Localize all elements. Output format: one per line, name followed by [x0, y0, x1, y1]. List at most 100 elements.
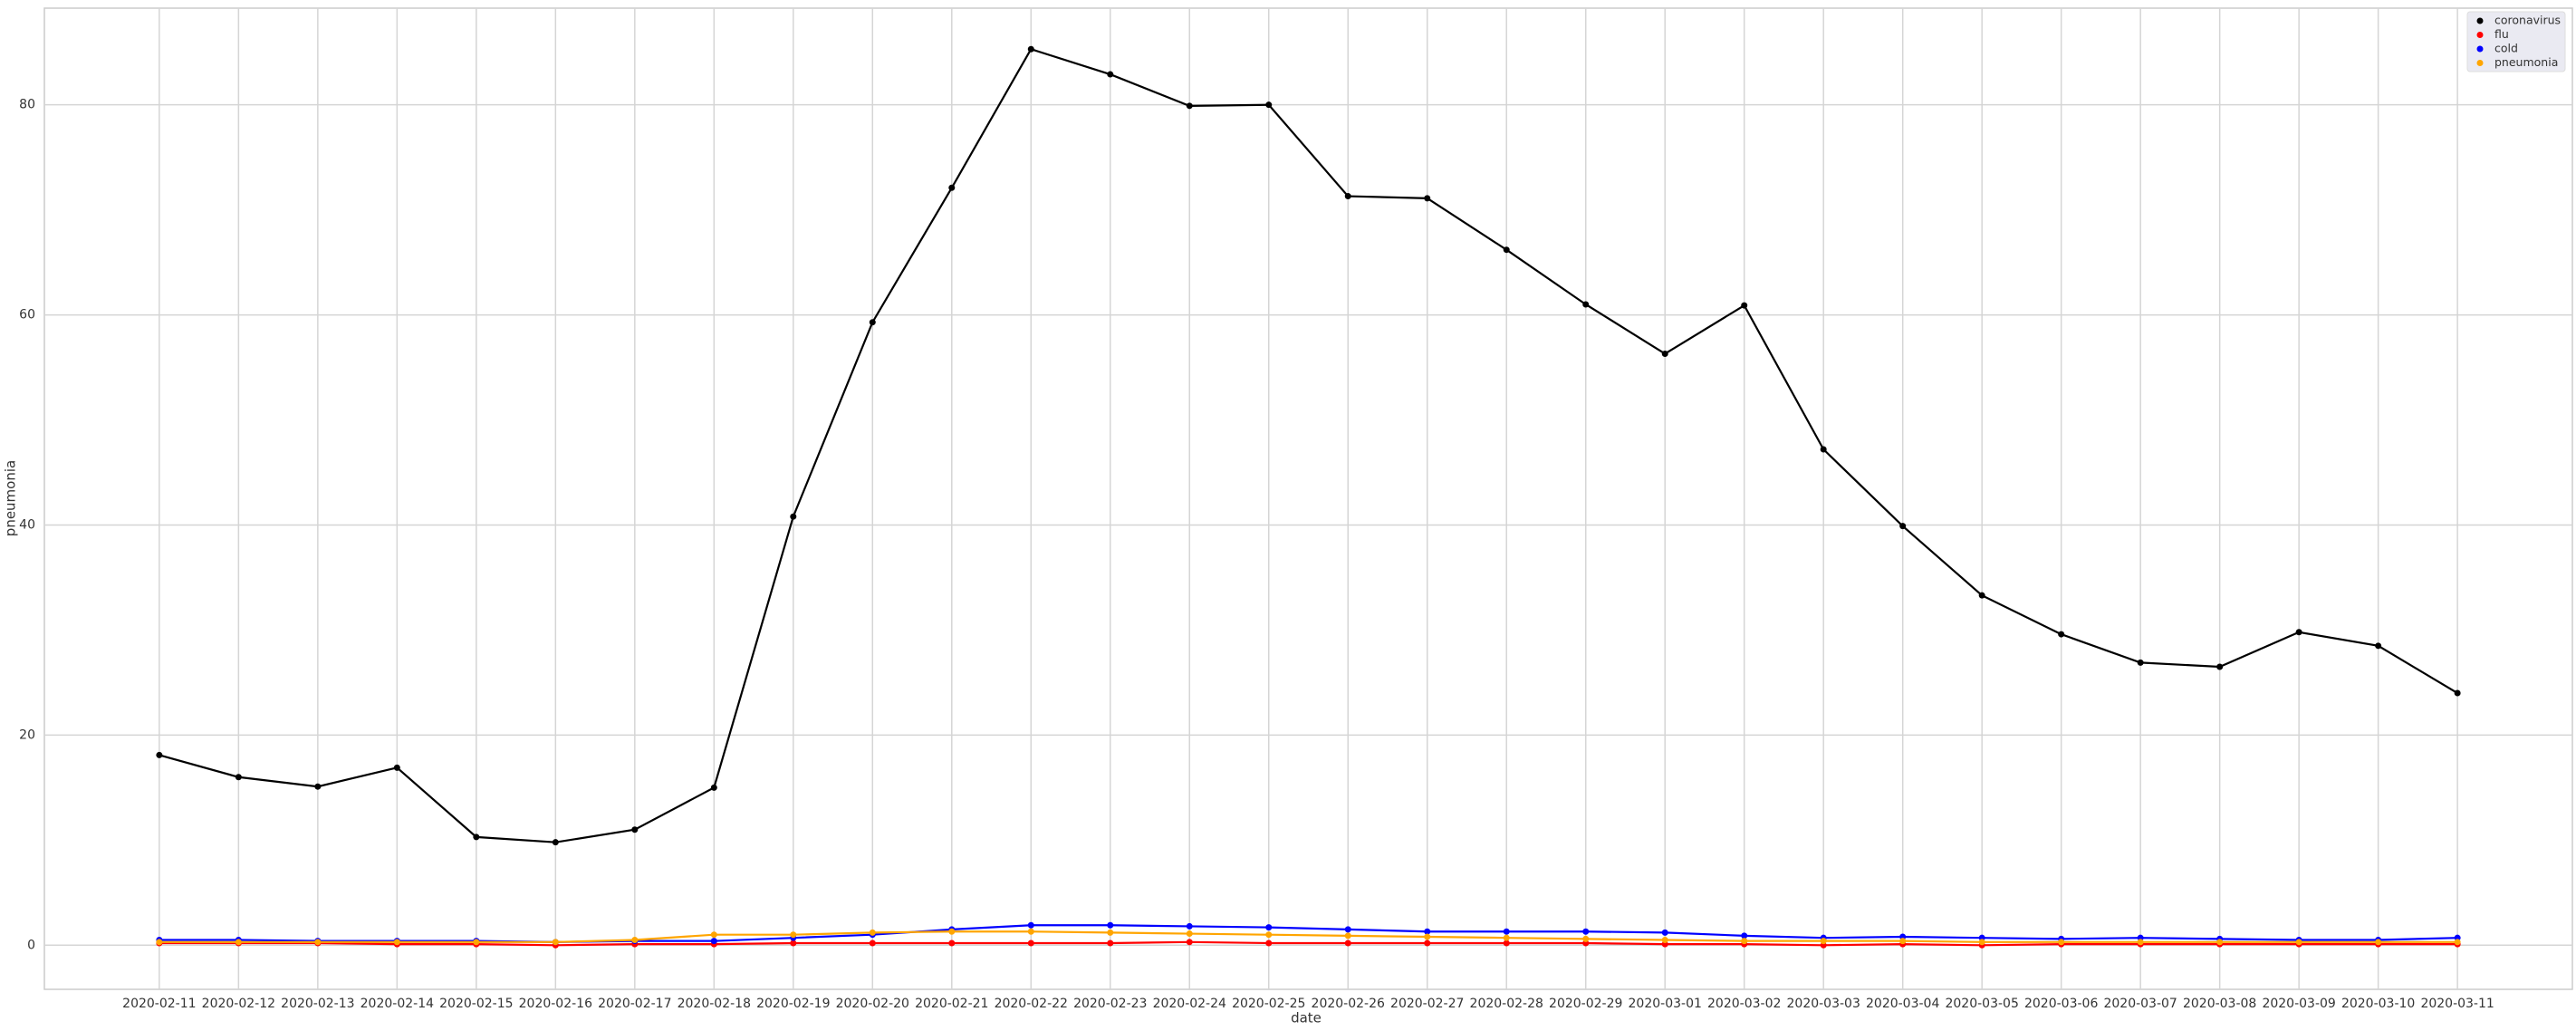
data-point — [631, 826, 639, 833]
data-point — [314, 939, 322, 946]
x-tick-label: 2020-02-24 — [1153, 997, 1226, 1011]
data-point — [1265, 931, 1273, 939]
legend-marker — [2476, 17, 2484, 24]
x-tick-label: 2020-03-05 — [1945, 997, 2018, 1011]
data-point — [2295, 939, 2302, 946]
x-tick-label: 2020-03-09 — [2262, 997, 2335, 1011]
data-point — [314, 783, 322, 790]
data-point — [631, 937, 639, 944]
data-point — [710, 784, 717, 791]
data-point — [1661, 350, 1668, 357]
data-point — [2454, 689, 2461, 697]
data-point — [1503, 246, 1510, 254]
data-point — [1265, 939, 1273, 947]
legend-marker — [2476, 60, 2484, 66]
data-point — [1899, 523, 1907, 530]
data-point — [1424, 933, 1431, 940]
data-point — [156, 751, 163, 758]
data-point — [2058, 939, 2065, 946]
y-axis-label: pneumonia — [3, 460, 19, 536]
data-point — [1186, 939, 1193, 946]
data-point — [2058, 631, 2065, 638]
data-point — [1741, 938, 1748, 945]
x-tick-label: 2020-02-17 — [598, 997, 671, 1011]
data-point — [948, 939, 956, 947]
x-tick-label: 2020-02-16 — [519, 997, 592, 1011]
data-point — [1344, 939, 1351, 947]
data-point — [1424, 195, 1431, 202]
legend-label: coronavirus — [2494, 14, 2561, 27]
series-line — [159, 47, 2458, 843]
data-point — [1503, 934, 1510, 941]
x-tick-label: 2020-02-20 — [836, 997, 909, 1011]
x-tick-label: 2020-02-22 — [995, 997, 1068, 1011]
data-point — [156, 939, 163, 946]
x-tick-label: 2020-02-14 — [360, 997, 434, 1011]
x-axis-label: date — [1291, 1010, 1322, 1026]
x-tick-label: 2020-03-10 — [2341, 997, 2415, 1011]
data-point — [1899, 938, 1907, 945]
x-tick-label: 2020-02-29 — [1549, 997, 1622, 1011]
x-tick-label: 2020-03-04 — [1866, 997, 1939, 1011]
data-point — [1344, 932, 1351, 939]
data-point — [1027, 928, 1034, 935]
data-point — [869, 929, 876, 936]
data-point — [1820, 938, 1827, 945]
x-tick-label: 2020-03-01 — [1629, 997, 1702, 1011]
data-point — [948, 184, 956, 191]
x-tick-label: 2020-03-03 — [1787, 997, 1860, 1011]
data-point — [1741, 302, 1748, 309]
data-point — [1582, 301, 1590, 308]
x-tick-label: 2020-02-21 — [915, 997, 988, 1011]
data-point — [2295, 629, 2302, 636]
x-tick-label: 2020-02-18 — [678, 997, 751, 1011]
y-tick-label: 0 — [27, 938, 35, 952]
data-point — [1186, 102, 1193, 110]
data-point — [2375, 642, 2382, 650]
x-tick-label: 2020-02-27 — [1390, 997, 1464, 1011]
data-point — [1503, 928, 1510, 935]
data-point — [1978, 939, 1985, 946]
x-tick-label: 2020-02-25 — [1232, 997, 1305, 1011]
data-point — [1186, 922, 1193, 930]
data-point — [1265, 924, 1273, 931]
data-point — [1424, 928, 1431, 935]
x-tick-label: 2020-02-28 — [1470, 997, 1543, 1011]
x-tick-label: 2020-02-26 — [1312, 997, 1385, 1011]
series-line — [159, 930, 2458, 943]
x-tick-label: 2020-03-08 — [2183, 997, 2256, 1011]
data-point — [1344, 926, 1351, 933]
data-point — [2137, 939, 2144, 946]
data-point — [2375, 939, 2382, 946]
data-point — [790, 513, 797, 520]
data-point — [1107, 71, 1114, 78]
data-point — [710, 938, 717, 945]
data-point — [1344, 193, 1351, 200]
data-point — [1027, 45, 1034, 53]
data-point — [1186, 930, 1193, 938]
data-point — [1265, 101, 1273, 109]
data-point — [235, 774, 242, 781]
data-point — [1107, 929, 1114, 936]
data-point — [1582, 928, 1590, 935]
x-tick-label: 2020-02-23 — [1073, 997, 1147, 1011]
x-tick-label: 2020-02-19 — [756, 997, 830, 1011]
data-point — [235, 939, 242, 946]
data-point — [1027, 921, 1034, 929]
data-point — [1027, 939, 1034, 947]
x-tick-label: 2020-03-06 — [2024, 997, 2098, 1011]
y-tick-label: 40 — [19, 517, 35, 532]
data-point — [1820, 446, 1827, 453]
data-point — [710, 931, 717, 939]
data-point — [1107, 921, 1114, 929]
data-point — [1107, 939, 1114, 947]
x-tick-label: 2020-02-11 — [122, 997, 196, 1011]
y-tick-label: 20 — [19, 727, 35, 742]
data-point — [2454, 939, 2461, 946]
x-tick-label: 2020-03-02 — [1707, 997, 1781, 1011]
data-point — [2137, 659, 2144, 666]
data-point — [869, 939, 876, 947]
data-point — [869, 319, 876, 326]
